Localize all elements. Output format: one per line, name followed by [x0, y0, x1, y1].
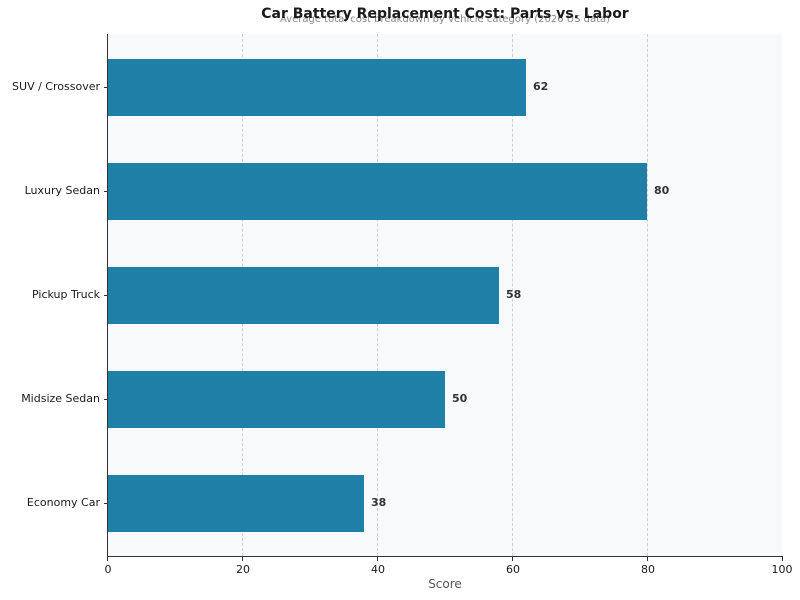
chart-title: Car Battery Replacement Cost: Parts vs. … — [261, 6, 629, 22]
x-tick-label: 60 — [506, 563, 520, 576]
x-tick-label: 20 — [236, 563, 250, 576]
x-tick-label: 40 — [371, 563, 385, 576]
x-tick — [782, 557, 783, 561]
plot-area: 62 80 58 50 38 — [108, 34, 782, 556]
x-tick — [107, 557, 108, 561]
bar-suv-crossover — [108, 59, 526, 116]
y-tick-label-pickup-truck: Pickup Truck — [32, 288, 100, 301]
bar-value-label: 50 — [452, 392, 468, 405]
bar-luxury-sedan — [108, 163, 647, 220]
y-tick-label-suv-crossover: SUV / Crossover — [12, 80, 100, 93]
x-tick — [242, 557, 243, 561]
x-axis-label: Score — [428, 577, 462, 591]
y-tick-label-luxury-sedan: Luxury Sedan — [24, 184, 100, 197]
y-tick — [104, 503, 108, 504]
bar-value-label: 58 — [506, 288, 522, 301]
x-tick-label: 80 — [641, 563, 655, 576]
x-tick-label: 0 — [104, 563, 112, 576]
y-tick — [104, 191, 108, 192]
y-tick — [104, 399, 108, 400]
x-tick-label: 100 — [771, 563, 793, 576]
y-tick — [104, 87, 108, 88]
x-tick — [377, 557, 378, 561]
bar-economy-car — [108, 475, 364, 532]
y-tick-label-midsize-sedan: Midsize Sedan — [21, 392, 100, 405]
gridline-80 — [647, 34, 648, 556]
bar-value-label: 38 — [371, 496, 387, 509]
x-axis-spine — [107, 556, 783, 557]
chart-subtitle: Average total cost breakdown by vehicle … — [279, 14, 611, 25]
bar-value-label: 62 — [533, 80, 549, 93]
y-tick-label-economy-car: Economy Car — [26, 496, 100, 509]
x-tick — [512, 557, 513, 561]
bar-pickup-truck — [108, 267, 499, 324]
bar-value-label: 80 — [654, 184, 670, 197]
y-tick — [104, 295, 108, 296]
gridline-60 — [512, 34, 513, 556]
bar-midsize-sedan — [108, 371, 445, 428]
x-tick — [647, 557, 648, 561]
